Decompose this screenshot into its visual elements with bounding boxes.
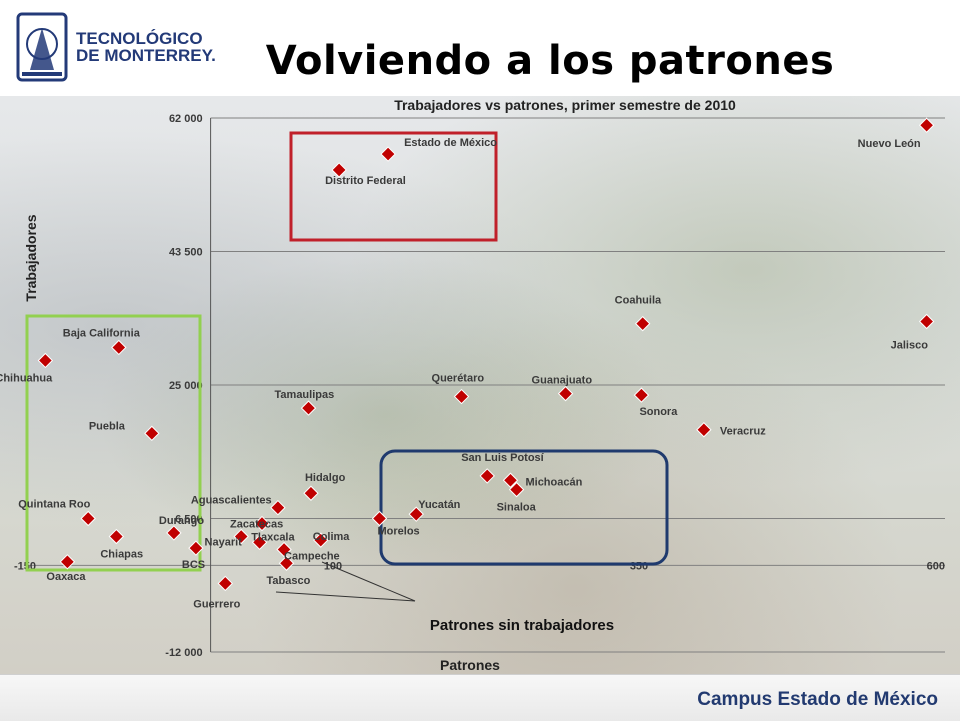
point-label: Puebla xyxy=(89,420,126,432)
point-label: Tamaulipas xyxy=(275,389,335,401)
annotation-arrow-2 xyxy=(275,591,416,602)
data-point xyxy=(270,499,286,516)
data-point xyxy=(408,506,424,522)
logo-wordmark: TECNOLÓGICO DE MONTERREY. xyxy=(76,30,216,64)
x-tick-label: 600 xyxy=(927,560,945,572)
point-label: Colima xyxy=(313,531,351,543)
data-point xyxy=(233,528,249,545)
annotation-text: Patrones sin trabajadores xyxy=(430,617,614,634)
point-label: Campeche xyxy=(284,551,340,563)
data-point xyxy=(59,554,76,570)
point-label: Sonora xyxy=(639,406,678,418)
point-label: Aguascalientes xyxy=(191,495,272,507)
data-point xyxy=(80,510,96,527)
point-label: Sinaloa xyxy=(497,502,537,514)
point-label: Quintana Roo xyxy=(18,499,90,511)
data-point xyxy=(479,468,495,484)
point-label: Jalisco xyxy=(891,339,929,351)
highlight-box-blue xyxy=(379,449,669,566)
y-tick-label: 62 000 xyxy=(169,113,203,125)
data-point xyxy=(508,481,525,498)
point-label: Yucatán xyxy=(418,499,460,511)
point-label: Oaxaca xyxy=(46,571,86,583)
data-point xyxy=(166,525,182,541)
footer: Campus Estado de México xyxy=(0,674,960,721)
y-tick-label: -12 000 xyxy=(165,647,202,659)
point-labels: Nuevo León Estado de México Distrito Feder… xyxy=(0,137,928,610)
data-point xyxy=(254,515,270,532)
page-title: Volviendo a los patrones xyxy=(265,38,835,84)
y-tick-label: 43 500 xyxy=(169,247,203,259)
logo-line-1: TECNOLÓGICO xyxy=(76,29,203,48)
point-label: Tlaxcala xyxy=(251,532,295,544)
data-point xyxy=(453,388,470,405)
y-axis-label: Trabajadores xyxy=(23,214,39,301)
data-point xyxy=(696,422,712,438)
y-tick-label: 6 500 xyxy=(175,514,203,526)
data-point xyxy=(313,532,329,548)
point-label: Veracruz xyxy=(720,426,766,438)
data-point xyxy=(502,472,519,488)
data-point xyxy=(918,117,935,133)
annotation-arrow-1 xyxy=(321,561,416,602)
point-label: Coahuila xyxy=(615,295,662,307)
data-point xyxy=(380,146,396,162)
point-label: BCS xyxy=(182,559,205,571)
x-axis-label: Patrones xyxy=(440,657,500,673)
data-points xyxy=(37,117,935,592)
point-label: Querétaro xyxy=(432,373,485,385)
point-label: Michoacán xyxy=(525,476,582,488)
data-point xyxy=(108,528,125,545)
tec-logo xyxy=(16,12,68,82)
y-tick-labels: 62 000 43 500 25 000 6 500 -12 000 xyxy=(165,113,202,659)
point-label: Tabasco xyxy=(266,575,310,587)
data-point xyxy=(276,541,292,558)
x-tick-label: 350 xyxy=(630,560,648,572)
data-point xyxy=(557,385,574,402)
point-label: Durango xyxy=(159,515,205,527)
highlight-box-green xyxy=(25,314,202,572)
point-label: Estado de México xyxy=(404,137,497,149)
point-label: Zacatecas xyxy=(230,519,283,531)
campus-name: Campus Estado de México xyxy=(697,689,938,710)
data-point xyxy=(633,387,650,403)
point-label: Nayarit xyxy=(205,536,243,548)
point-label: Chiapas xyxy=(100,549,143,561)
header: TECNOLÓGICO DE MONTERREY. Volviendo a lo… xyxy=(0,0,960,96)
data-point xyxy=(251,534,268,551)
data-point xyxy=(371,510,388,527)
point-label: Hidalgo xyxy=(305,472,346,484)
data-point xyxy=(217,575,233,592)
y-tick-label: 25 000 xyxy=(169,380,203,392)
point-label: Baja California xyxy=(63,327,141,339)
data-point xyxy=(331,162,347,178)
point-label: Morelos xyxy=(378,526,420,538)
logo-line-2: DE MONTERREY. xyxy=(76,46,216,65)
x-tick-labels: -150100350600 xyxy=(14,560,945,572)
highlight-box-red xyxy=(289,131,498,242)
point-label: Chihuahua xyxy=(0,372,53,384)
data-point xyxy=(188,540,204,556)
chart-title: Trabajadores vs patrones, primer semestr… xyxy=(394,97,736,113)
point-label: Guanajuato xyxy=(532,375,593,387)
data-point xyxy=(300,400,317,416)
point-label: San Luis Potosí xyxy=(461,452,544,464)
data-point xyxy=(918,313,935,330)
point-label: Distrito Federal xyxy=(325,175,406,187)
data-point xyxy=(278,555,295,571)
data-point xyxy=(634,315,651,332)
data-point xyxy=(303,485,319,501)
data-point xyxy=(144,425,160,442)
point-label: Nuevo León xyxy=(858,138,921,150)
data-point xyxy=(37,352,54,369)
data-point xyxy=(111,339,127,356)
grid-lines xyxy=(27,117,945,653)
point-label: Guerrero xyxy=(193,598,240,610)
